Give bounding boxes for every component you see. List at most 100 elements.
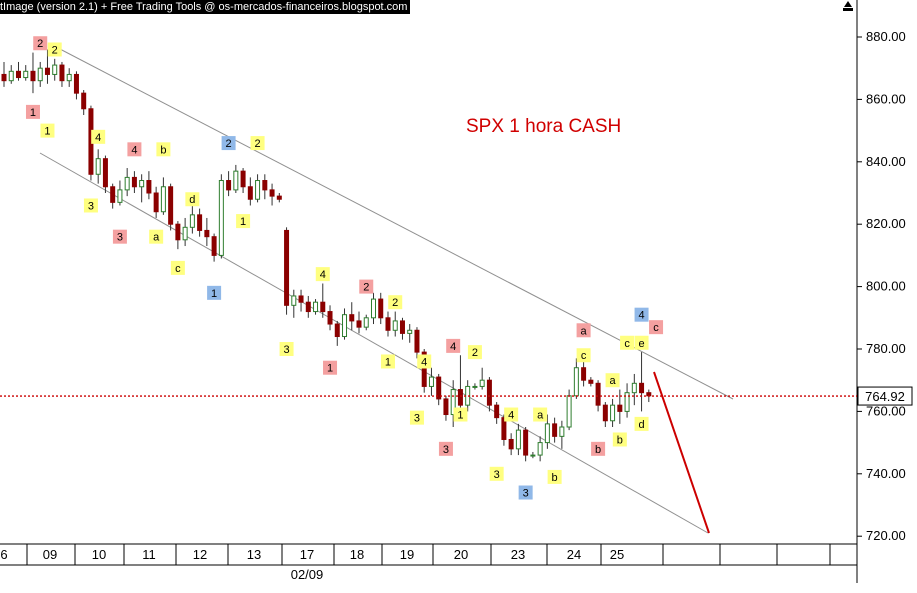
pin-icon[interactable] (842, 0, 854, 12)
candle-body (211, 236, 217, 256)
candle-body (566, 395, 572, 428)
wave-label-box (112, 229, 127, 244)
wave-label: 4 (450, 341, 456, 353)
candle-body (646, 392, 652, 397)
x-tick-label: 12 (193, 547, 207, 562)
candle-body (414, 329, 420, 353)
candle-body (1, 73, 7, 82)
x-tick-label: 24 (567, 547, 581, 562)
wave-label-box (91, 129, 106, 144)
y-tick-label: 740.00 (866, 466, 906, 481)
wave-label: d (638, 419, 644, 431)
wave-label-box (634, 335, 649, 350)
candle-body (392, 320, 398, 331)
y-axis: 880.00 860.00 840.00 820.00 800.00 780.00 760.… (857, 29, 906, 543)
candle-body (37, 67, 43, 82)
wave-label-box (156, 142, 171, 157)
candle-body (240, 170, 246, 188)
candle-body (102, 158, 108, 188)
candle-body (131, 176, 137, 188)
candle-body (639, 382, 645, 394)
wave-label: b (595, 444, 601, 456)
wave-label: a (610, 375, 617, 387)
candle-body (552, 423, 558, 437)
wave-label: 4 (421, 356, 427, 368)
candle-body (494, 404, 500, 419)
candle-body (146, 180, 152, 194)
candle-body (472, 385, 478, 388)
candle-body (356, 320, 362, 328)
wave-label: a (581, 325, 588, 337)
y-tick-label: 760.00 (866, 403, 906, 418)
wave-label-box (504, 407, 519, 422)
wave-label: c (175, 263, 181, 275)
wave-label: 1 (30, 107, 36, 119)
candle-body (508, 438, 514, 450)
wave-label: 1 (327, 363, 333, 375)
y-tick-label: 780.00 (866, 341, 906, 356)
candle-body (631, 382, 637, 394)
wave-label-box (25, 104, 40, 119)
candle-body (327, 311, 333, 325)
candle-body (378, 298, 384, 319)
candle-body (370, 298, 376, 319)
wave-label-box (576, 348, 591, 363)
candle-body (399, 320, 405, 334)
wave-label: 4 (131, 144, 137, 156)
wave-label: b (617, 434, 623, 446)
x-tick-label: 13 (247, 547, 261, 562)
candle-body (537, 442, 543, 456)
wave-label-box (279, 342, 294, 356)
wave-label: 4 (638, 310, 644, 322)
wave-label-box (409, 410, 424, 425)
candle-body (276, 195, 282, 200)
candle-body (95, 158, 101, 175)
candle-body (110, 186, 116, 203)
candle-body (218, 180, 224, 256)
wave-label: a (153, 232, 160, 244)
wave-label: 3 (88, 200, 94, 212)
trend-channel (39, 47, 734, 534)
wave-label: 1 (211, 288, 217, 300)
current-price-label: 764.92 (865, 389, 905, 404)
candle-body (342, 314, 348, 338)
x-tick-label: 19 (400, 547, 414, 562)
candle-body (197, 214, 203, 231)
wave-label-box (47, 42, 62, 57)
wave-label: 2 (255, 138, 261, 150)
x-tick-label: 10 (92, 547, 106, 562)
candles (1, 49, 652, 462)
y-tick-label: 720.00 (866, 528, 906, 543)
wave-label: b (552, 472, 558, 484)
candle-body (139, 180, 145, 188)
wave-label-box (518, 485, 533, 500)
channel-lower-line (39, 152, 709, 534)
wave-label: 1 (385, 356, 391, 368)
wave-label: 3 (443, 444, 449, 456)
x-tick-label: 20 (454, 547, 468, 562)
candle-body (501, 417, 507, 440)
wave-label-box (40, 123, 55, 138)
wave-label-box (83, 198, 98, 213)
y-tick-label: 820.00 (866, 216, 906, 231)
candle-body (624, 392, 630, 412)
wave-label-box (547, 469, 562, 484)
wave-label: d (189, 194, 195, 206)
candle-body (247, 186, 253, 200)
candle-body (421, 351, 427, 387)
wave-label-box (315, 267, 330, 282)
wave-label: 3 (117, 232, 123, 244)
wave-label: 3 (494, 469, 500, 481)
candle-body (298, 295, 304, 303)
price-overlay: 764.92 (0, 371, 913, 534)
candle-body (291, 295, 297, 306)
candle-body (428, 376, 434, 387)
wave-label-box (323, 360, 338, 375)
x-secondary-label: 02/09 (291, 567, 324, 582)
candle-body (407, 329, 413, 334)
wave-label-box (417, 354, 432, 369)
candle-body (595, 382, 601, 406)
candle-body (52, 64, 58, 75)
wave-label: c (624, 338, 630, 350)
candle-body (73, 73, 79, 94)
